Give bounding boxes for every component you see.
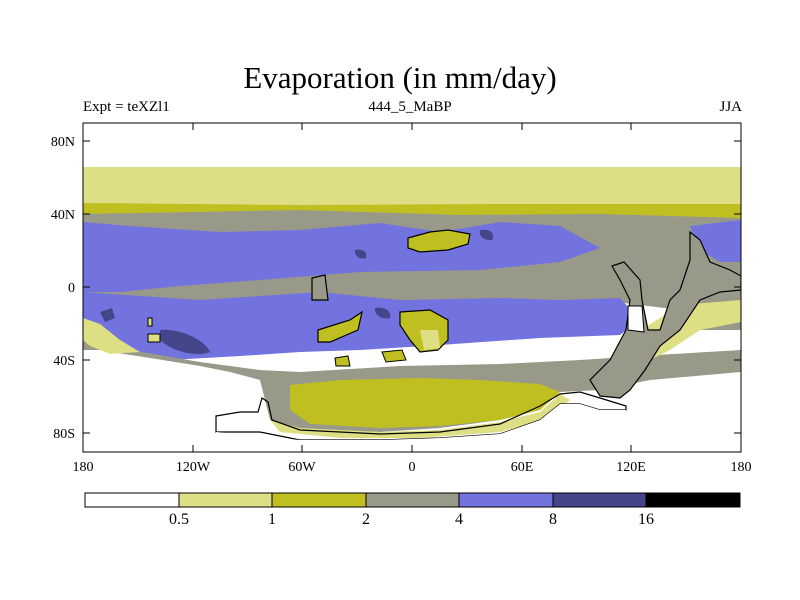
- coastline-south-america: [311, 274, 329, 301]
- colorbar-label-4: 4: [455, 511, 463, 528]
- lon-axis: 180 120W 60W 0 60E 120E 180: [73, 123, 752, 475]
- band-light-sw: [83, 318, 140, 354]
- coastline-small-2: [334, 355, 351, 367]
- lat-label-80n: 80N: [51, 135, 75, 150]
- antarctica-interior: [216, 404, 626, 452]
- coastline-small-5: [147, 333, 161, 343]
- coastline-east: [589, 230, 741, 399]
- lon-label-180e: 180: [731, 460, 752, 475]
- coastline-small-3: [381, 349, 407, 363]
- colorbar-box-5: [458, 492, 554, 508]
- dark-spot-3: [354, 249, 367, 259]
- colorbar-label-3: 2: [362, 511, 370, 528]
- lat-label-0: 0: [68, 281, 75, 296]
- band-south-olive: [290, 378, 560, 428]
- dark-spot-2: [100, 308, 115, 322]
- lat-label-40s: 40S: [53, 354, 75, 369]
- coastline-small-1: [317, 310, 363, 343]
- colorbar-box-4: [365, 492, 460, 508]
- colorbar-label-5: 8: [549, 511, 557, 528]
- period-label: 444_5_MaBP: [368, 99, 452, 115]
- map-field: [83, 123, 741, 452]
- band-south-light: [270, 394, 570, 438]
- band-blue-main: [83, 222, 600, 292]
- coastline-east-inner: [627, 305, 645, 333]
- lon-label-60w: 60W: [288, 460, 316, 475]
- lat-label-40n: 40N: [51, 208, 75, 223]
- lon-label-120w: 120W: [176, 460, 211, 475]
- lat-label-80s: 80S: [53, 427, 75, 442]
- lon-label-180w: 180: [73, 460, 94, 475]
- dark-spot-1: [160, 329, 210, 355]
- dark-spot-5: [479, 229, 494, 241]
- colorbar-label-6: 16: [638, 511, 654, 528]
- band-north-light: [83, 167, 741, 206]
- colorbar-label-2: 1: [268, 511, 276, 528]
- coastline-eurasia-strip: [407, 229, 471, 253]
- colorbar-box-6: [552, 492, 647, 508]
- colorbar: 0.5 1 2 4 8 16: [84, 492, 741, 528]
- band-blue-south: [83, 292, 640, 360]
- season-label: JJA: [719, 99, 742, 115]
- coastline-small-4: [147, 317, 153, 327]
- lon-label-0: 0: [409, 460, 416, 475]
- experiment-label: Expt = teXZl1: [83, 99, 170, 115]
- plot-title: Evaporation (in mm/day): [243, 60, 557, 95]
- coastline-africa-inner: [420, 330, 440, 350]
- colorbar-box-1: [84, 492, 180, 508]
- colorbar-box-7: [645, 492, 741, 508]
- colorbar-label-1: 0.5: [169, 511, 189, 528]
- lon-label-60e: 60E: [511, 460, 534, 475]
- colorbar-box-3: [271, 492, 367, 508]
- lat-axis: 80N 40N 0 40S 80S: [51, 135, 741, 442]
- lon-label-120e: 120E: [616, 460, 646, 475]
- colorbar-box-2: [178, 492, 273, 508]
- dark-spot-4: [374, 307, 391, 319]
